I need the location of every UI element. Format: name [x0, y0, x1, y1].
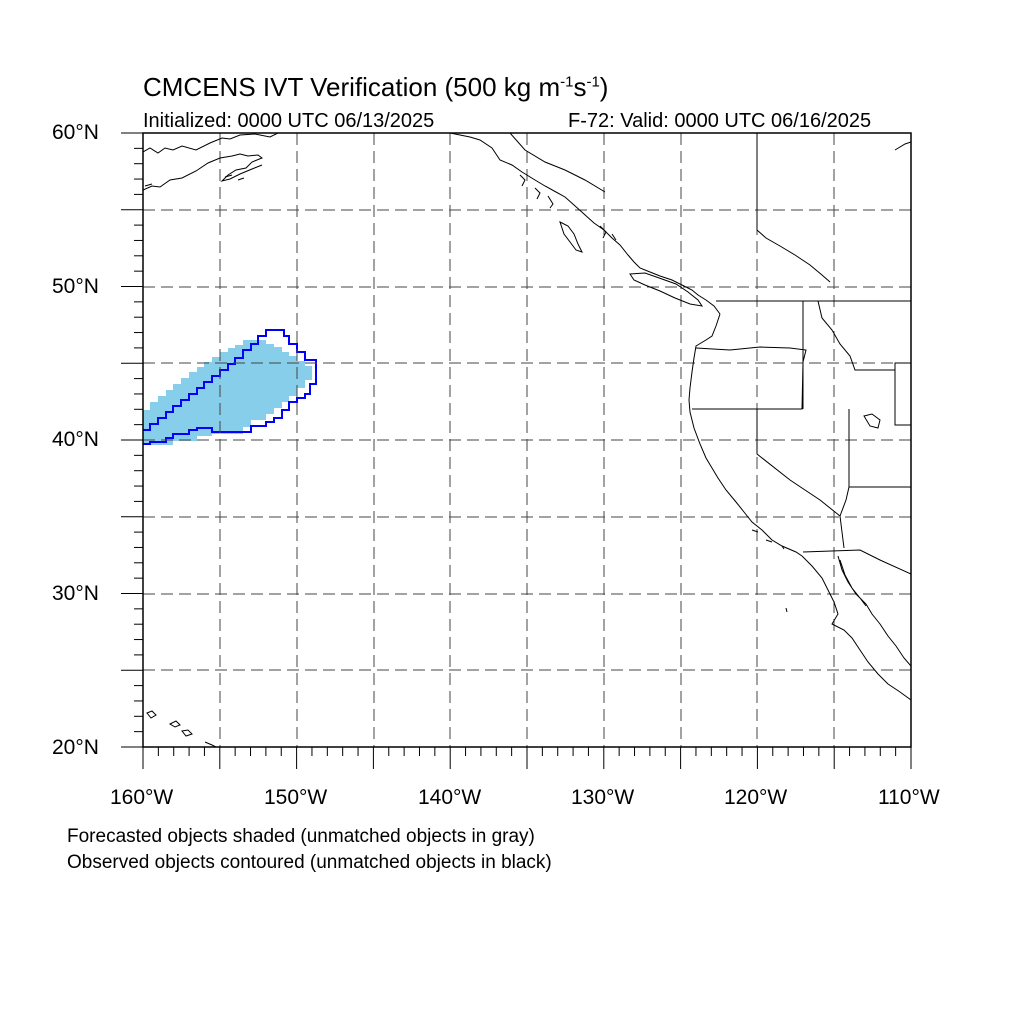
valid-time: F-72: Valid: 0000 UTC 06/16/2025: [568, 110, 872, 132]
lat-label-60n: 60°N: [52, 121, 99, 144]
footnote-observed: Observed objects contoured (unmatched ob…: [67, 852, 552, 873]
initialized-time: Initialized: 0000 UTC 06/13/2025: [143, 110, 435, 132]
graticule: [143, 133, 911, 747]
great-salt-lake: [863, 413, 881, 429]
channel-islands: [751, 529, 788, 613]
us-west-coastline: [688, 313, 911, 701]
lat-label-50n: 50°N: [52, 275, 99, 298]
lat-label-40n: 40°N: [52, 428, 99, 451]
alaska-coastline: [143, 133, 279, 191]
observed-ivt-contour: [143, 329, 317, 445]
alberta-coast-fragment: [894, 141, 911, 151]
baja-peninsula: [837, 555, 911, 667]
chart-title: CMCENS IVT Verification (500 kg m-1s-1): [143, 72, 609, 102]
forecast-ivt-object: [143, 340, 312, 445]
lon-label-110w: 110°W: [878, 786, 940, 809]
inner-passage-islands: [519, 174, 617, 241]
haida-gwaii: [559, 221, 583, 253]
coast-mountains-border: [509, 133, 606, 193]
lon-label-160w: 160°W: [110, 786, 174, 809]
lon-label-120w: 120°W: [724, 786, 788, 809]
lat-label-30n: 30°N: [52, 582, 99, 605]
footnote-forecast: Forecasted objects shaded (unmatched obj…: [67, 826, 535, 847]
aleutian-islands: [144, 174, 245, 187]
lon-label-140w: 140°W: [418, 786, 482, 809]
hawaii-islands: [146, 710, 217, 747]
state-borders: [692, 300, 911, 575]
lon-label-150w: 150°W: [264, 786, 328, 809]
lat-label-20n: 20°N: [52, 736, 99, 759]
vancouver-island: [629, 272, 704, 307]
lon-label-130w: 130°W: [571, 786, 635, 809]
canada-province-border: [756, 133, 831, 283]
axis-ticks: [121, 132, 912, 769]
